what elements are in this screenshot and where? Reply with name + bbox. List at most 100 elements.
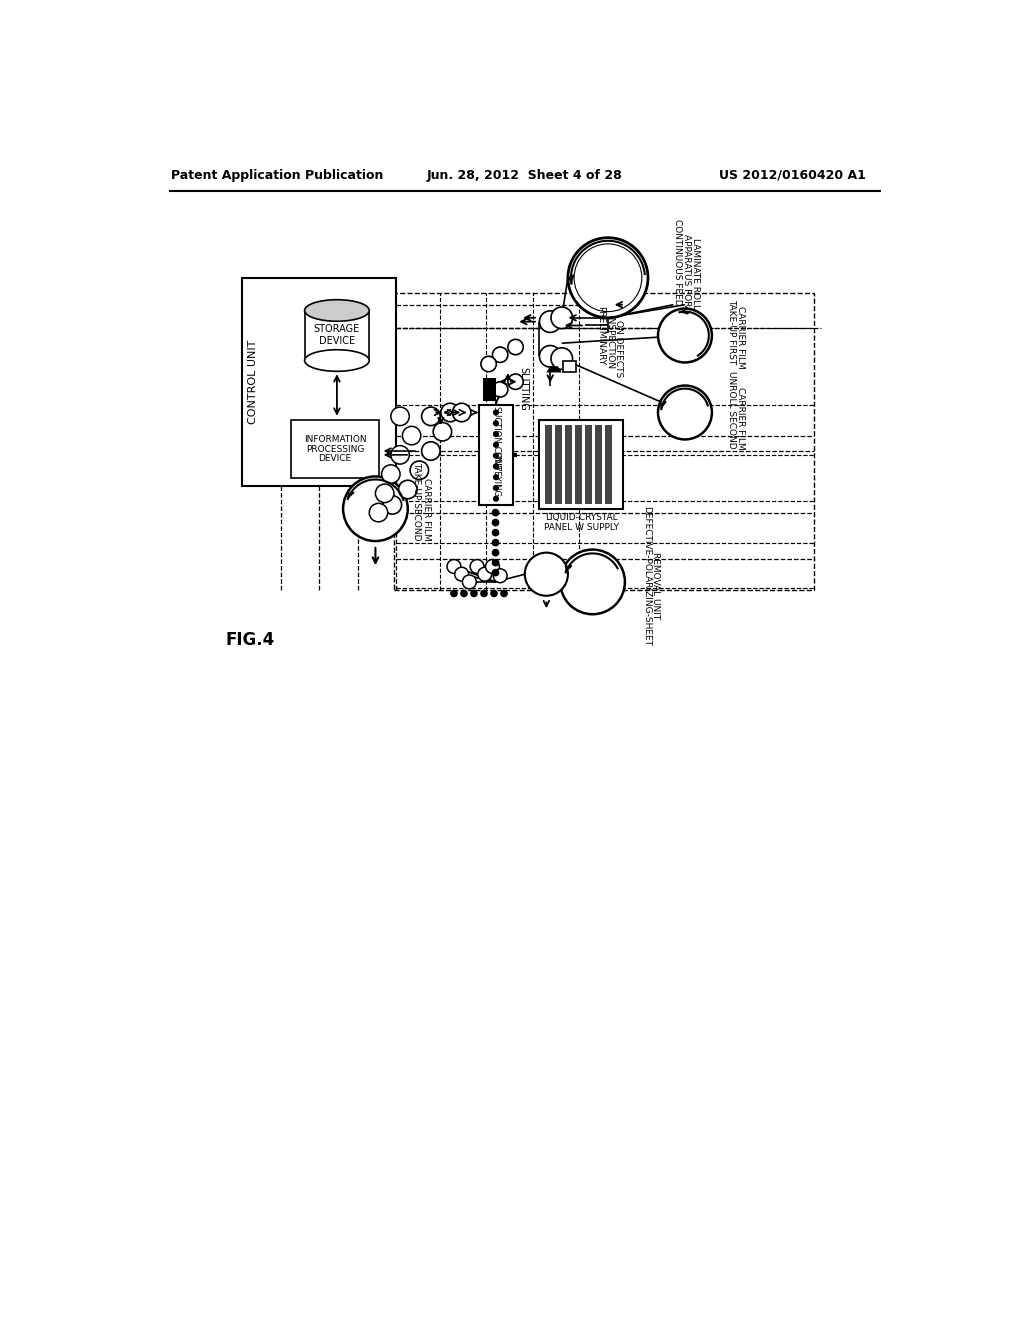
Circle shape: [391, 407, 410, 425]
Circle shape: [492, 508, 500, 516]
Bar: [243, 277, 396, 486]
Circle shape: [451, 590, 458, 597]
Text: SUCTION-CONVEYING: SUCTION-CONVEYING: [492, 405, 501, 496]
Circle shape: [460, 590, 468, 597]
Circle shape: [493, 495, 499, 502]
Circle shape: [658, 385, 712, 440]
Circle shape: [493, 381, 508, 397]
Circle shape: [492, 549, 500, 557]
Text: PANEL W SUPPLY: PANEL W SUPPLY: [544, 523, 618, 532]
Text: UNIT: UNIT: [492, 451, 501, 471]
Text: PRELIMINARY: PRELIMINARY: [596, 306, 605, 366]
Circle shape: [560, 549, 625, 614]
Bar: [394, 293, 813, 590]
Circle shape: [480, 590, 487, 597]
Text: US 2012/0160420 A1: US 2012/0160420 A1: [719, 169, 866, 182]
Circle shape: [508, 374, 523, 389]
Circle shape: [493, 432, 499, 437]
Text: DEVICE: DEVICE: [318, 454, 351, 463]
Circle shape: [540, 346, 561, 367]
Circle shape: [492, 519, 500, 527]
Circle shape: [493, 409, 499, 416]
Ellipse shape: [304, 350, 370, 371]
Circle shape: [485, 560, 500, 573]
Circle shape: [398, 480, 417, 499]
Circle shape: [493, 463, 499, 470]
Text: LIQUID-CRYSTAL: LIQUID-CRYSTAL: [545, 513, 617, 523]
Text: CARRIER FILM: CARRIER FILM: [422, 478, 431, 541]
Circle shape: [382, 465, 400, 483]
Text: CONTINUOUS FEED: CONTINUOUS FEED: [673, 219, 682, 306]
Circle shape: [470, 590, 478, 597]
Bar: [565, 425, 571, 504]
Circle shape: [494, 569, 507, 582]
Text: Patent Application Publication: Patent Application Publication: [171, 169, 383, 182]
Circle shape: [455, 568, 469, 581]
Circle shape: [524, 553, 568, 595]
Circle shape: [343, 477, 408, 541]
Text: LAMINATE ROLL: LAMINATE ROLL: [691, 239, 700, 309]
Circle shape: [370, 503, 388, 521]
Text: DEFECTIVE-POLARIZING-SHEET: DEFECTIVE-POLARIZING-SHEET: [642, 506, 651, 645]
Circle shape: [478, 568, 492, 581]
Circle shape: [493, 484, 499, 491]
Circle shape: [490, 590, 498, 597]
Circle shape: [470, 560, 484, 573]
Circle shape: [441, 404, 460, 422]
Bar: [585, 425, 592, 504]
Text: FIG.4: FIG.4: [225, 631, 274, 648]
Text: SLITTING: SLITTING: [518, 367, 528, 412]
Text: DEVICE: DEVICE: [318, 335, 355, 346]
Circle shape: [410, 461, 429, 479]
Bar: [605, 425, 611, 504]
Circle shape: [422, 407, 440, 425]
Circle shape: [481, 356, 497, 372]
Text: INSPECTION: INSPECTION: [605, 314, 614, 368]
Text: TAKE-UP FIRST: TAKE-UP FIRST: [727, 298, 735, 364]
Circle shape: [493, 442, 499, 447]
Bar: [478, 405, 513, 506]
Circle shape: [463, 576, 476, 589]
Text: ON DEFECTS: ON DEFECTS: [614, 319, 624, 378]
Circle shape: [568, 238, 648, 318]
Bar: [563, 360, 575, 372]
Circle shape: [492, 539, 500, 546]
Circle shape: [492, 529, 500, 536]
Circle shape: [508, 339, 523, 355]
Text: APPARATUS FOR: APPARATUS FOR: [682, 234, 691, 306]
Text: INFORMATION: INFORMATION: [304, 436, 367, 445]
Bar: [304, 310, 370, 360]
Text: UNROLL SECOND: UNROLL SECOND: [727, 371, 735, 449]
Text: CONTROL UNIT: CONTROL UNIT: [248, 339, 258, 424]
Bar: [595, 425, 602, 504]
Circle shape: [376, 484, 394, 503]
Circle shape: [383, 496, 401, 515]
Bar: [555, 425, 562, 504]
Polygon shape: [547, 367, 562, 372]
Ellipse shape: [304, 300, 370, 321]
Text: CARRIER FILM: CARRIER FILM: [736, 306, 744, 370]
Circle shape: [551, 348, 572, 370]
Text: Jun. 28, 2012  Sheet 4 of 28: Jun. 28, 2012 Sheet 4 of 28: [427, 169, 623, 182]
Bar: [539, 420, 624, 508]
Circle shape: [500, 590, 508, 597]
Circle shape: [658, 309, 712, 363]
Circle shape: [422, 442, 440, 461]
Circle shape: [493, 453, 499, 459]
Bar: [291, 420, 379, 478]
Text: REMOVAL UNIT: REMOVAL UNIT: [651, 552, 660, 619]
Circle shape: [433, 422, 452, 441]
Circle shape: [453, 404, 471, 422]
Circle shape: [492, 569, 500, 577]
Bar: [545, 425, 552, 504]
Bar: [483, 378, 496, 397]
Circle shape: [493, 347, 508, 363]
Circle shape: [402, 426, 421, 445]
Text: PROCESSING: PROCESSING: [306, 445, 365, 454]
Circle shape: [391, 446, 410, 465]
Circle shape: [447, 560, 461, 573]
Circle shape: [551, 308, 572, 329]
Circle shape: [493, 420, 499, 426]
Circle shape: [493, 474, 499, 480]
Text: TAKE-UP SECOND: TAKE-UP SECOND: [413, 462, 422, 540]
